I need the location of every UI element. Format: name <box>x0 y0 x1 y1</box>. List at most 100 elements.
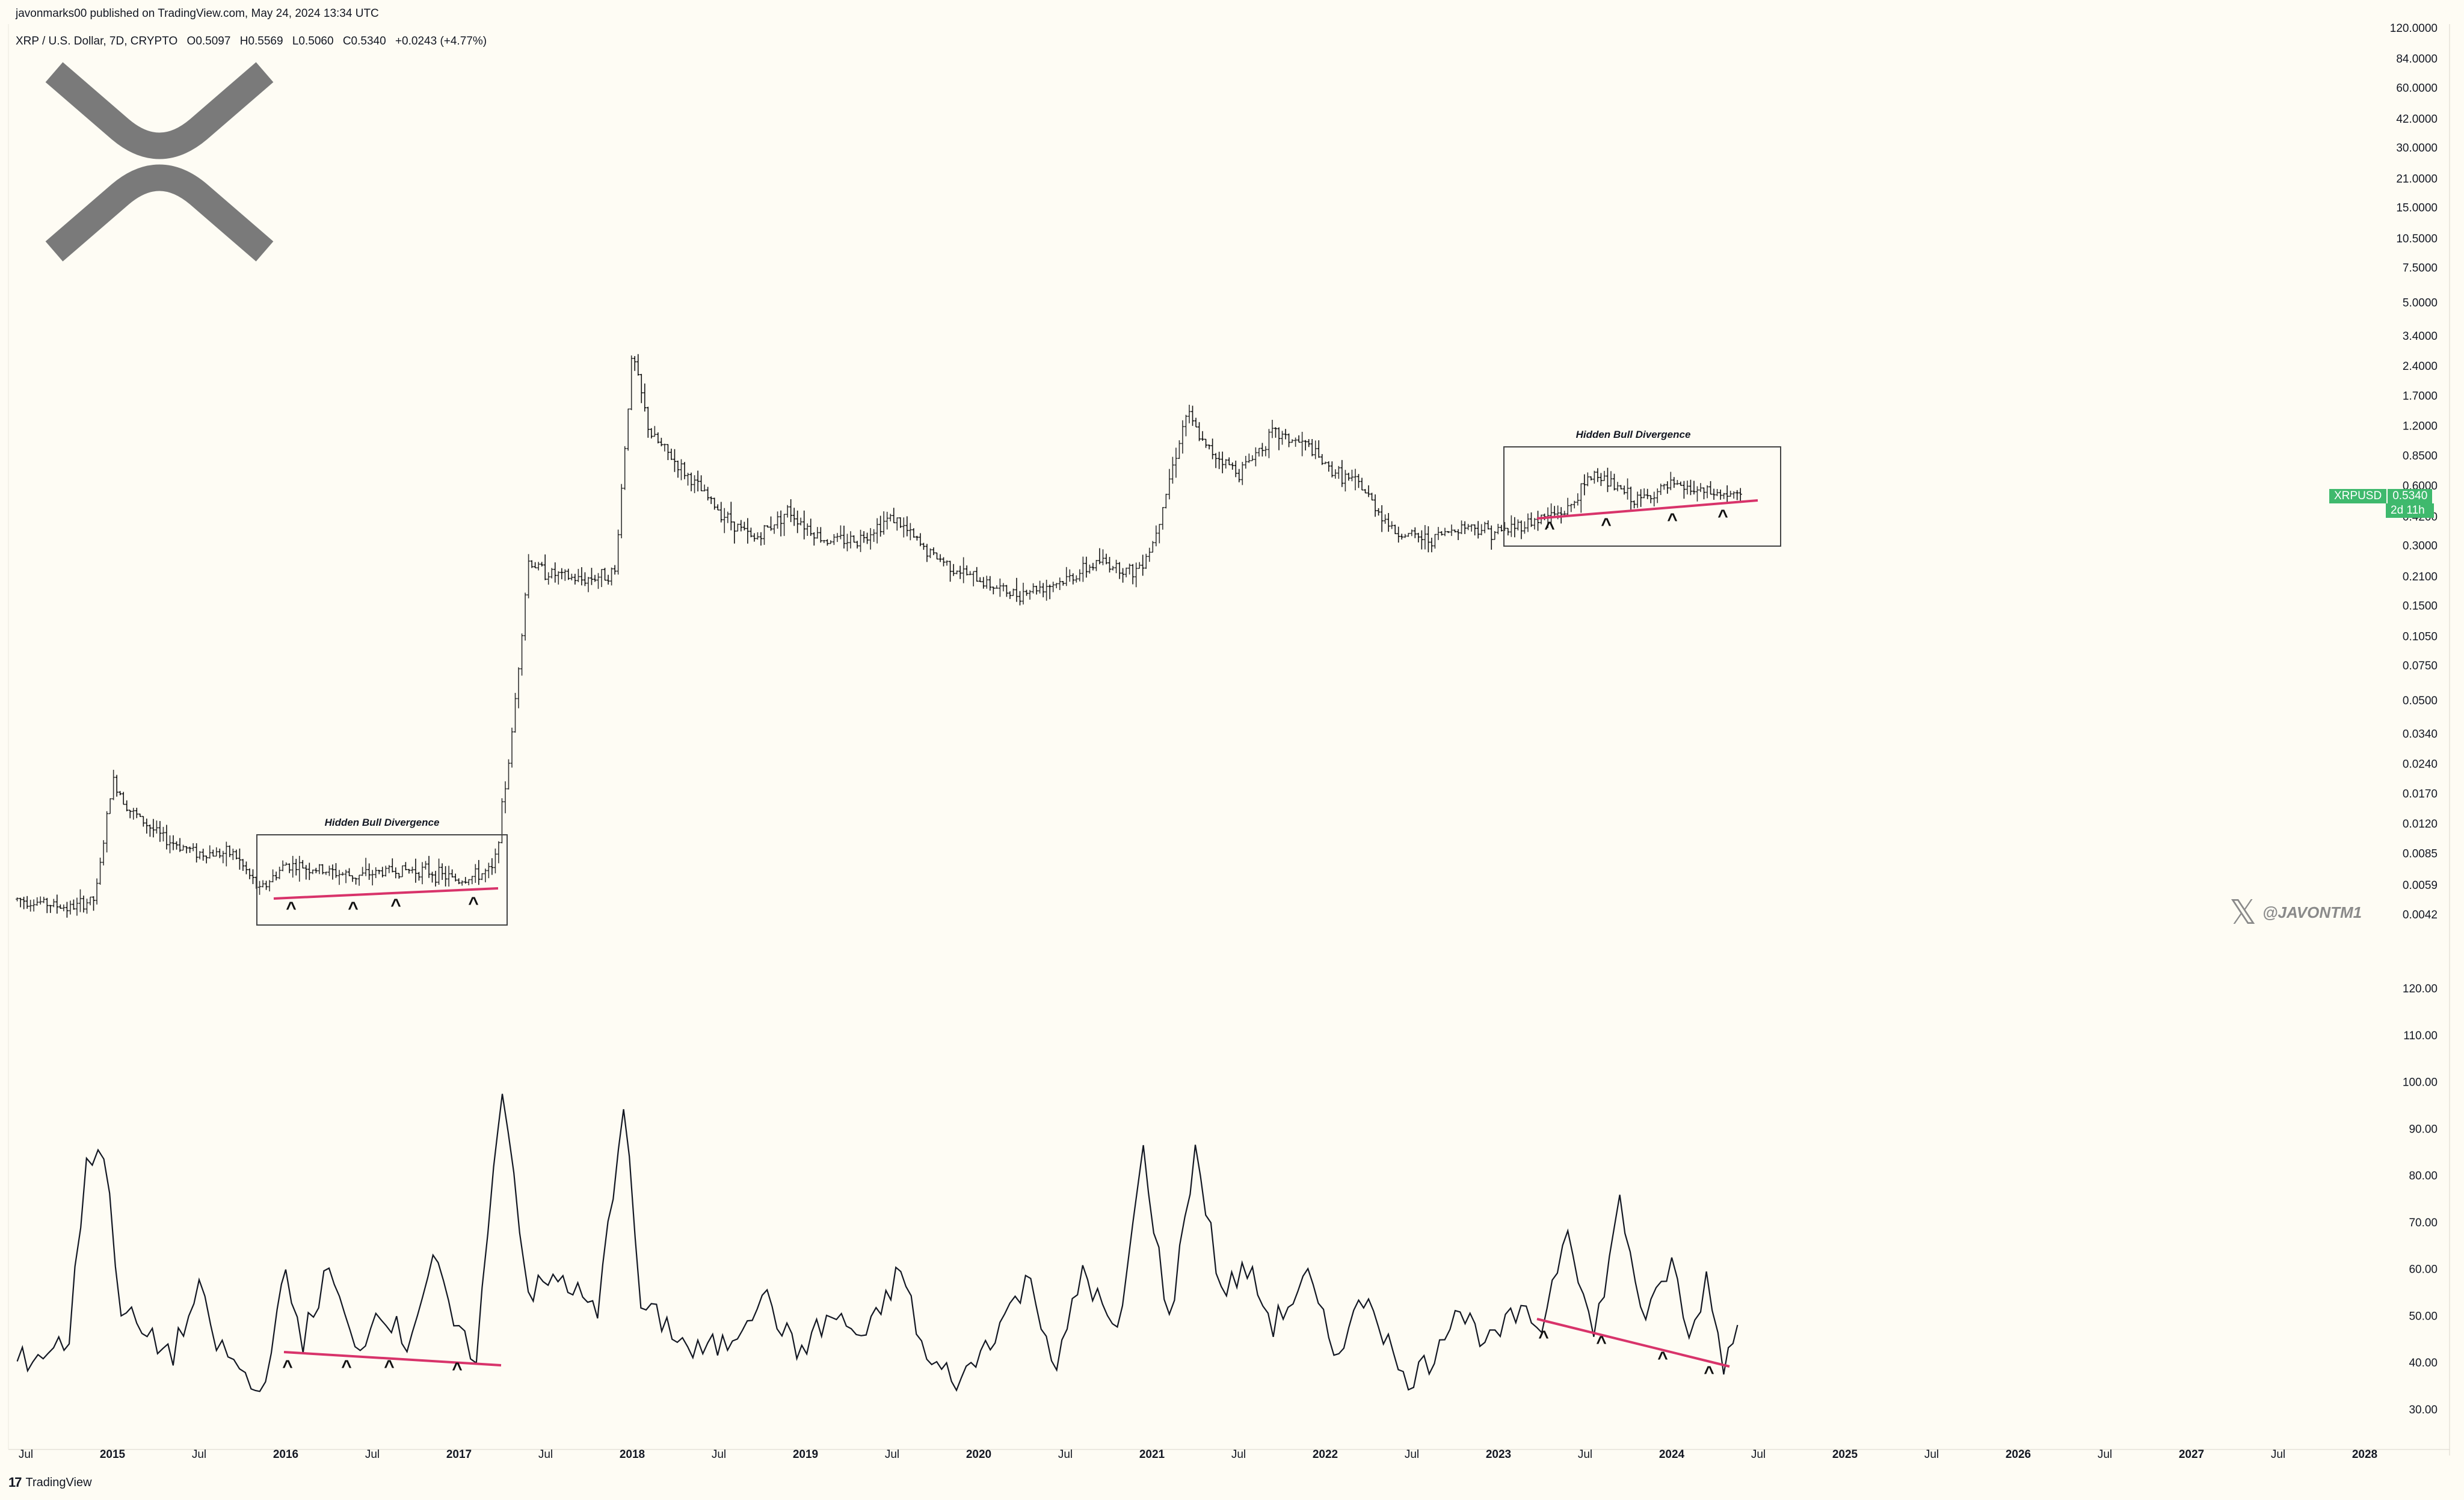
candlestick-series <box>16 354 1742 918</box>
price-candle <box>739 520 743 532</box>
price-candle <box>603 568 607 581</box>
price-candle <box>570 573 573 581</box>
price-candle <box>357 874 361 886</box>
oscillator-axis-tick-label: 120.00 <box>2403 983 2438 995</box>
tradingview-brand[interactable]: 17 TradingView <box>8 1475 92 1490</box>
price-candle <box>1124 567 1128 577</box>
price-candle <box>1702 487 1706 500</box>
price-candle <box>862 531 866 543</box>
price-candle <box>88 896 92 906</box>
price-candle <box>1018 591 1021 606</box>
price-candle <box>530 560 534 568</box>
divergence-caret: ^ <box>390 896 401 915</box>
price-candle <box>1337 466 1340 479</box>
price-candle <box>563 569 567 581</box>
price-candle <box>783 514 786 536</box>
price-candle <box>653 426 656 437</box>
price-candle <box>228 845 232 858</box>
price-axis-tick-label: 30.0000 <box>2396 142 2438 155</box>
price-candle <box>75 897 79 916</box>
price-candle <box>265 881 268 890</box>
price-candle <box>1520 520 1523 539</box>
price-candle <box>633 355 636 371</box>
price-candle <box>836 533 839 543</box>
price-candle <box>218 848 221 858</box>
price-candle <box>224 841 228 867</box>
divergence-caret: ^ <box>341 1357 352 1377</box>
price-candle <box>534 562 537 568</box>
price-candle <box>1141 555 1145 576</box>
price-candle <box>706 487 710 501</box>
price-candle <box>1430 538 1434 553</box>
price-candle <box>1397 526 1400 543</box>
price-candle <box>1729 490 1732 497</box>
price-candle <box>1304 440 1307 450</box>
price-candle <box>1679 481 1683 486</box>
price-candle <box>1327 461 1331 472</box>
price-candle <box>879 515 882 537</box>
price-candle <box>1433 533 1437 549</box>
price-candle <box>650 428 653 439</box>
price-candle <box>1393 524 1397 535</box>
price-candle <box>998 578 1002 597</box>
price-candle <box>1330 461 1334 478</box>
price-candle <box>792 508 796 526</box>
price-candle <box>1486 520 1490 530</box>
price-candle <box>504 781 507 814</box>
price-candle <box>1224 459 1228 469</box>
price-candle <box>889 514 892 521</box>
price-candle <box>1566 497 1569 515</box>
price-candle <box>620 484 623 538</box>
price-candle <box>1732 491 1736 499</box>
price-candle <box>1204 438 1208 448</box>
divergence-line-price-right <box>1536 499 1758 520</box>
price-candle <box>1609 471 1613 487</box>
price-candle <box>676 460 680 478</box>
price-candle <box>762 524 766 545</box>
price-candle <box>1603 470 1606 481</box>
price-candle <box>1606 467 1609 493</box>
price-candle <box>1716 488 1719 496</box>
price-candle <box>982 577 985 589</box>
divergence-caret: ^ <box>348 899 359 918</box>
price-candle <box>1599 473 1603 487</box>
price-candle <box>1008 591 1012 599</box>
price-candle <box>1115 559 1118 574</box>
divergence-caret: ^ <box>282 1357 293 1377</box>
price-candle <box>886 511 889 530</box>
price-candle <box>1218 452 1221 469</box>
price-candle <box>1579 483 1583 513</box>
time-axis-tick-label: 2023 <box>1486 1448 1511 1461</box>
price-candle <box>832 534 836 546</box>
price-candle <box>742 521 746 531</box>
price-candle <box>1015 577 1018 602</box>
price-candle <box>955 570 959 574</box>
divergence-label-left: Hidden Bull Divergence <box>325 817 440 828</box>
price-candle <box>1038 580 1042 594</box>
symbol-legend[interactable]: XRP / U.S. Dollar, 7D, CRYPTO O0.5097 H0… <box>16 35 493 48</box>
price-candle <box>1078 569 1082 582</box>
price-candle <box>670 448 673 460</box>
price-candle <box>1719 489 1722 500</box>
price-candle <box>1201 431 1204 441</box>
time-axis-tick-label: 2019 <box>793 1448 818 1461</box>
price-candle <box>523 592 527 641</box>
time-axis-tick-label: Jul <box>1751 1448 1766 1461</box>
price-candle <box>1128 564 1132 575</box>
price-candle <box>1074 575 1078 583</box>
price-candle <box>1377 508 1381 516</box>
price-candle <box>1672 477 1676 488</box>
author-watermark: 𝕏 @JAVONTM1 <box>2229 893 2362 932</box>
price-candle <box>1181 420 1184 454</box>
price-axis-tick-label: 84.0000 <box>2396 53 2438 66</box>
price-candle <box>1417 532 1420 543</box>
price-candle <box>211 849 215 857</box>
price-axis-tick-label: 5.0000 <box>2403 297 2438 310</box>
price-candle <box>371 870 374 886</box>
price-candle <box>1493 530 1497 540</box>
price-candle <box>1596 468 1600 482</box>
price-candle <box>414 858 417 883</box>
price-candle <box>689 472 693 491</box>
price-candle <box>1725 485 1729 504</box>
price-candle <box>623 446 627 490</box>
